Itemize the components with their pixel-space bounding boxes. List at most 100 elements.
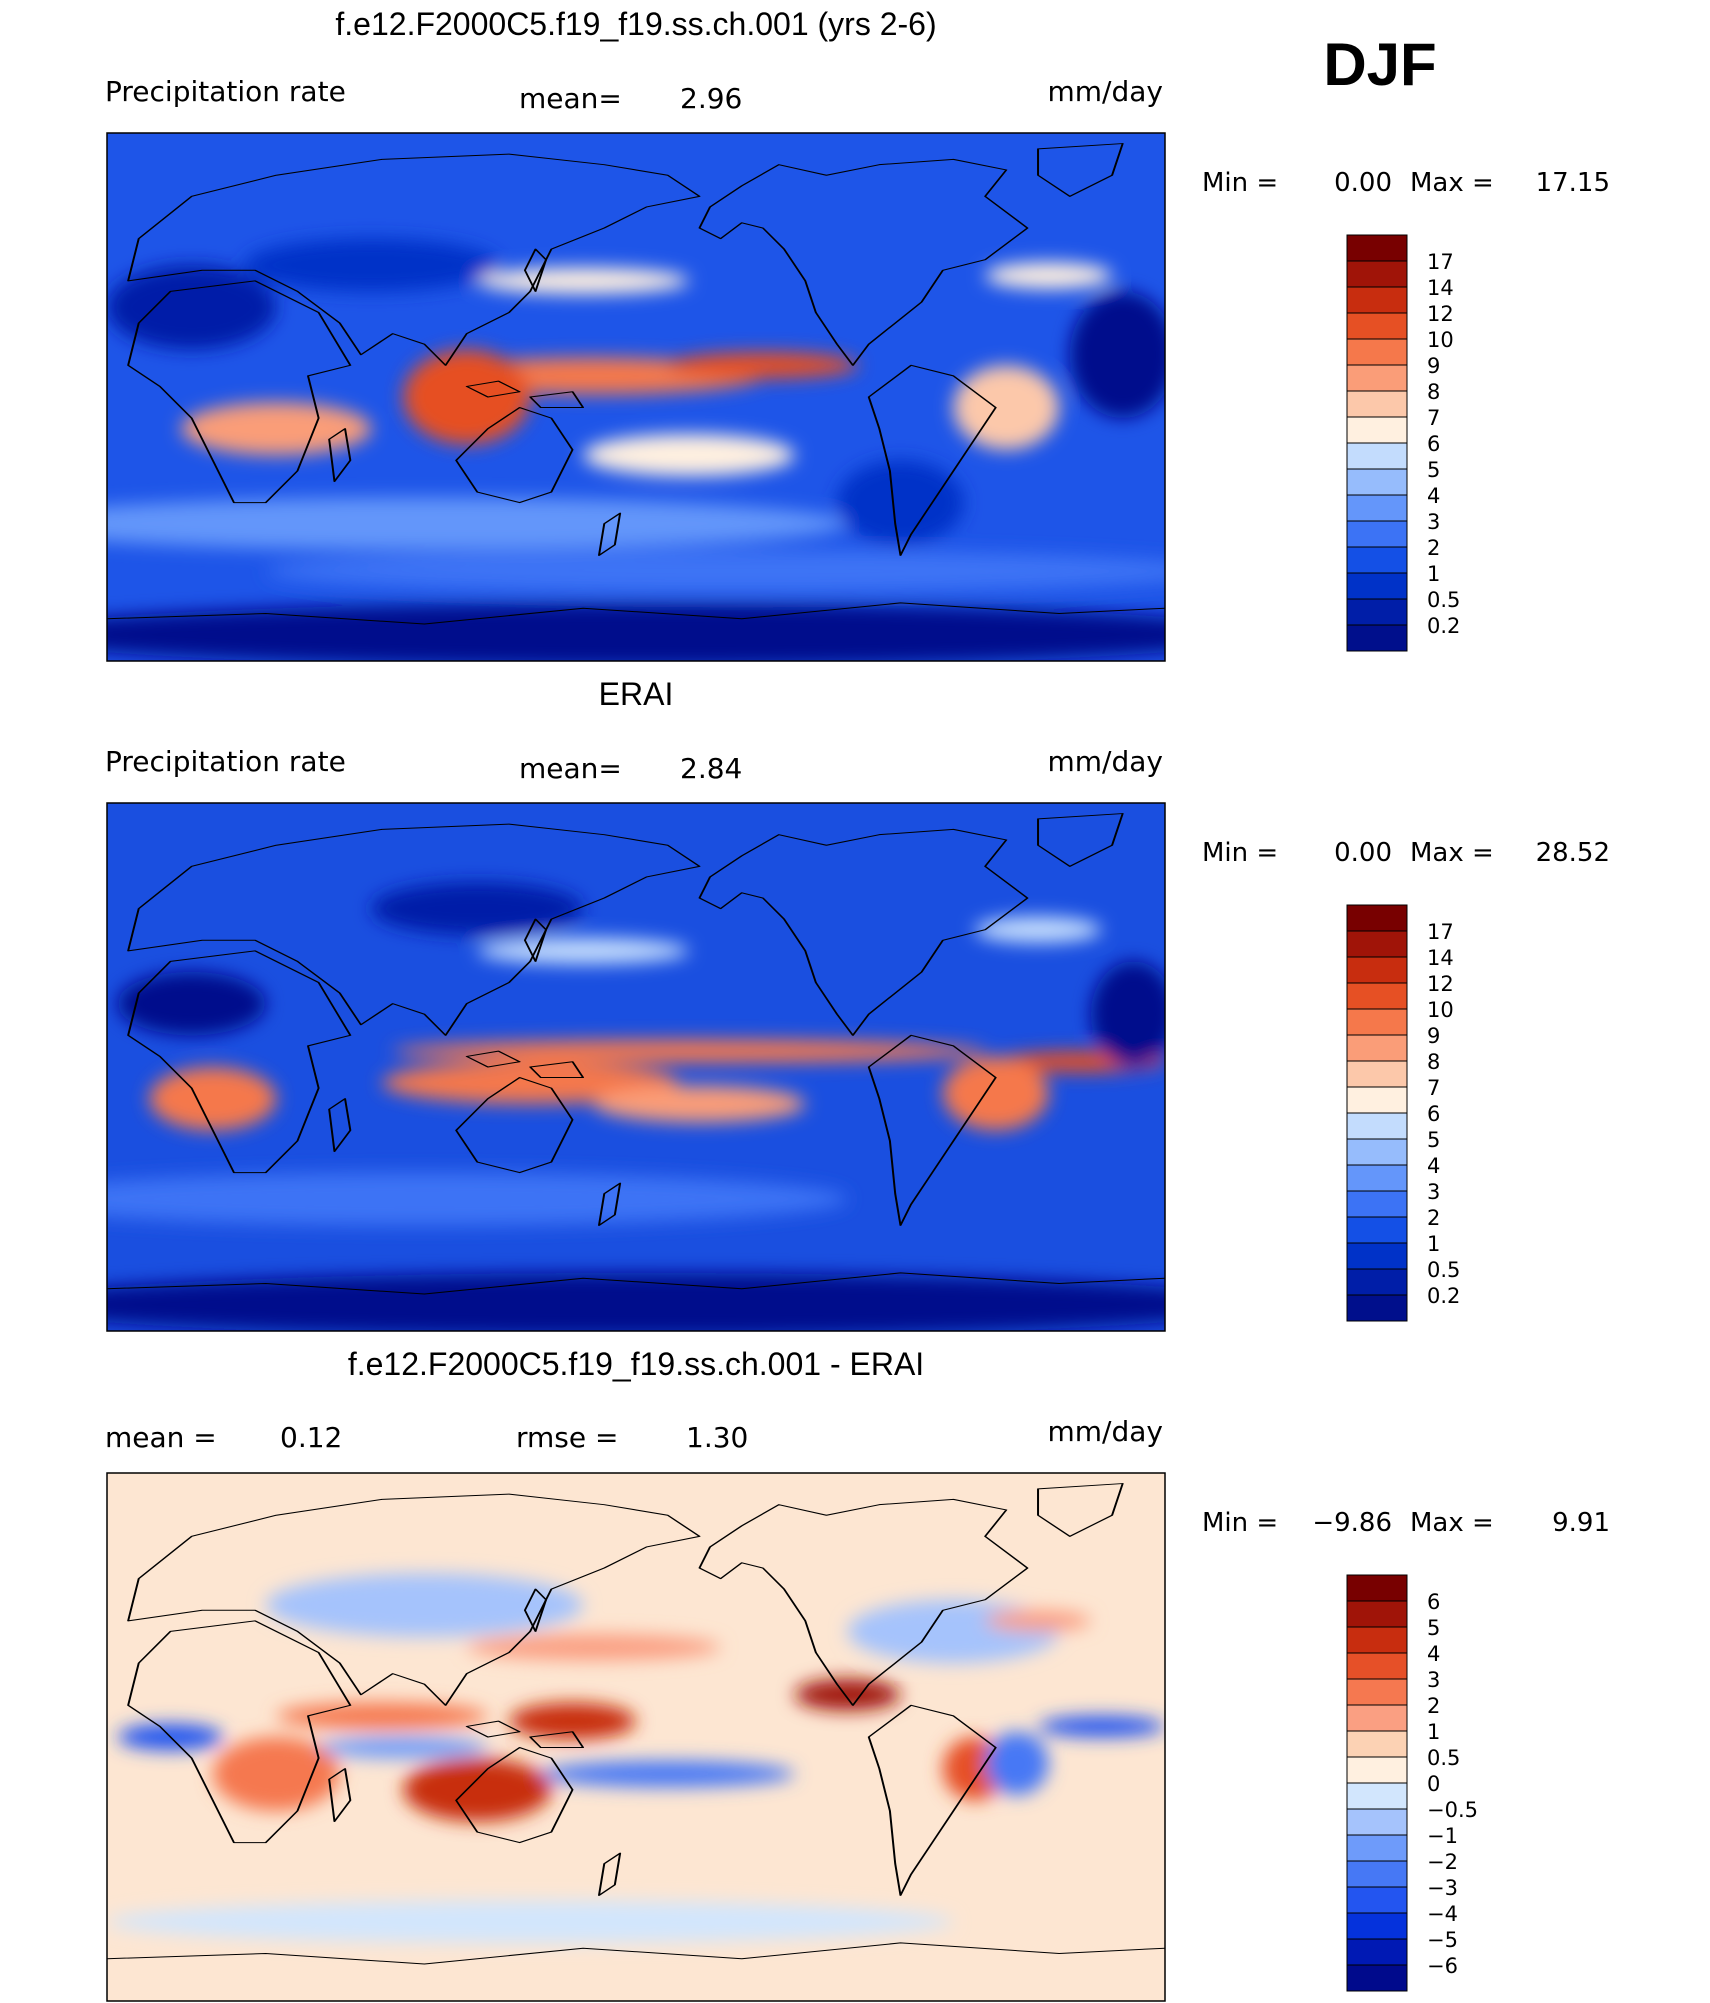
colorbar-bin-6 — [1346, 1164, 1408, 1192]
map-frame — [106, 802, 1166, 1332]
colorbar-bin-7 — [1346, 468, 1408, 496]
panel-title: f.e12.F2000C5.f19_f19.ss.ch.001 - ERAI — [348, 1346, 924, 1382]
field-region-3 — [403, 349, 531, 445]
field-region-12 — [318, 1737, 488, 1759]
colorbar-bin-10 — [1346, 1730, 1408, 1758]
max-label: Max = — [1410, 1508, 1494, 1538]
colorbar-tick-label: −4 — [1427, 1902, 1458, 1926]
max-value: 28.52 — [1536, 838, 1610, 868]
field-region-5 — [583, 433, 795, 477]
colorbar-tick-label: 0.5 — [1427, 588, 1460, 612]
colorbar-bin-7 — [1346, 1808, 1408, 1836]
colorbar-bin-3 — [1346, 572, 1408, 600]
colorbar-tick-label: 9 — [1427, 354, 1440, 378]
colorbar-bin-14 — [1346, 1626, 1408, 1654]
colorbar-tick-label: 2 — [1427, 1206, 1440, 1230]
colorbar-tick-label: 1 — [1427, 1720, 1440, 1744]
colorbar-tick-label: 10 — [1427, 328, 1454, 352]
colorbar-bin-14 — [1346, 956, 1408, 984]
colorbar-tick-label: 4 — [1427, 1154, 1440, 1178]
field-region-13 — [1069, 291, 1165, 419]
map-frame — [106, 1472, 1166, 2002]
field-region-15 — [107, 602, 1165, 661]
panel-2: ERAI Precipitation rate mean= 2.84 mm/day Min… — [105, 676, 1610, 1332]
rmse-value: 1.30 — [686, 1421, 748, 1454]
colorbar-bin-13 — [1346, 1652, 1408, 1680]
colorbar-bin-1 — [1346, 624, 1408, 652]
colorbar-tick-label: 6 — [1427, 1102, 1440, 1126]
colorbar-tick-label: 8 — [1427, 380, 1440, 404]
colorbar-tick-label: 14 — [1427, 946, 1454, 970]
colorbar-tick-label: 12 — [1427, 302, 1454, 326]
colorbar-tick-label: 3 — [1427, 1180, 1440, 1204]
rmse-label: rmse = — [516, 1421, 618, 1454]
field-region-13 — [265, 1573, 584, 1637]
colorbar-tick-label: −0.5 — [1427, 1798, 1478, 1822]
field-region-9 — [1038, 1715, 1165, 1737]
colorbar-tick-label: 5 — [1427, 458, 1440, 482]
colorbar-bin-12 — [1346, 1008, 1408, 1036]
colorbar-bin-13 — [1346, 982, 1408, 1010]
colorbar-tick-label: 6 — [1427, 432, 1440, 456]
colorbar-tick-label: 3 — [1427, 510, 1440, 534]
colorbar-tick-label: −6 — [1427, 1954, 1458, 1978]
field-region-16 — [985, 1610, 1091, 1632]
field-region-8 — [540, 1760, 795, 1788]
min-value: 0.00 — [1334, 838, 1392, 868]
max-label: Max = — [1410, 168, 1494, 198]
field-region-12 — [244, 238, 499, 292]
field-region-6 — [953, 365, 1060, 450]
colorbar-bin-9 — [1346, 1756, 1408, 1784]
field-region-12 — [1090, 961, 1165, 1067]
colorbar-bin-12 — [1346, 1678, 1408, 1706]
colorbar-bin-5 — [1346, 520, 1408, 548]
colorbar-tick-label: 0.2 — [1427, 614, 1460, 638]
max-value: 9.91 — [1552, 1508, 1610, 1538]
colorbar-bin-10 — [1346, 390, 1408, 418]
colorbar-tick-label: 5 — [1427, 1616, 1440, 1640]
field-region-4 — [181, 402, 372, 456]
map-field — [107, 1473, 1165, 2001]
field-region-7 — [477, 937, 689, 965]
colorbar-bin-2 — [1346, 1268, 1408, 1296]
min-label: Min = — [1202, 838, 1278, 868]
colorbar-bin-8 — [1346, 1112, 1408, 1140]
colorbar-tick-label: 14 — [1427, 276, 1454, 300]
colorbar-bin-12 — [1346, 338, 1408, 366]
colorbar-bin-9 — [1346, 416, 1408, 444]
colorbar-tick-label: 0 — [1427, 1772, 1440, 1796]
mean-value: 2.96 — [680, 82, 742, 115]
colorbar-tick-label: 2 — [1427, 536, 1440, 560]
units-label: mm/day — [1048, 1415, 1164, 1448]
colorbar-bin-8 — [1346, 1782, 1408, 1810]
mean-label: mean= — [519, 752, 622, 785]
variable-label: Precipitation rate — [105, 745, 346, 778]
colorbar-bin-8 — [1346, 442, 1408, 470]
colorbar-bin-7 — [1346, 1138, 1408, 1166]
colorbar-tick-label: 2 — [1427, 1694, 1440, 1718]
colorbar-tick-label: 4 — [1427, 484, 1440, 508]
colorbar-tick-label: 12 — [1427, 972, 1454, 996]
colorbar-tick-label: 0.2 — [1427, 1284, 1460, 1308]
colorbar-bin-15 — [1346, 930, 1408, 958]
colorbar-tick-label: −1 — [1427, 1824, 1458, 1848]
panel-title: ERAI — [599, 676, 674, 712]
field-region-3 — [382, 1061, 679, 1104]
colorbar-bin-15 — [1346, 1600, 1408, 1628]
field-region-13 — [107, 1272, 1165, 1331]
field-region-14 — [847, 1599, 1060, 1664]
colorbar-bin-16 — [1346, 904, 1408, 932]
panel-3: f.e12.F2000C5.f19_f19.ss.ch.001 - ERAI me… — [105, 1346, 1610, 2002]
field-region-9 — [107, 497, 848, 551]
colorbar-bin-5 — [1346, 1860, 1408, 1888]
panel-1: f.e12.F2000C5.f19_f19.ss.ch.001 (yrs 2-6… — [105, 6, 1610, 662]
field-region-10 — [107, 1172, 848, 1226]
colorbar-tick-label: 7 — [1427, 1076, 1440, 1100]
mean-label: mean = — [105, 1421, 217, 1454]
colorbar-tick-label: −5 — [1427, 1928, 1458, 1952]
field-region-15 — [107, 1900, 954, 1943]
field-region-3 — [794, 1678, 901, 1711]
field-region-8 — [974, 916, 1102, 943]
